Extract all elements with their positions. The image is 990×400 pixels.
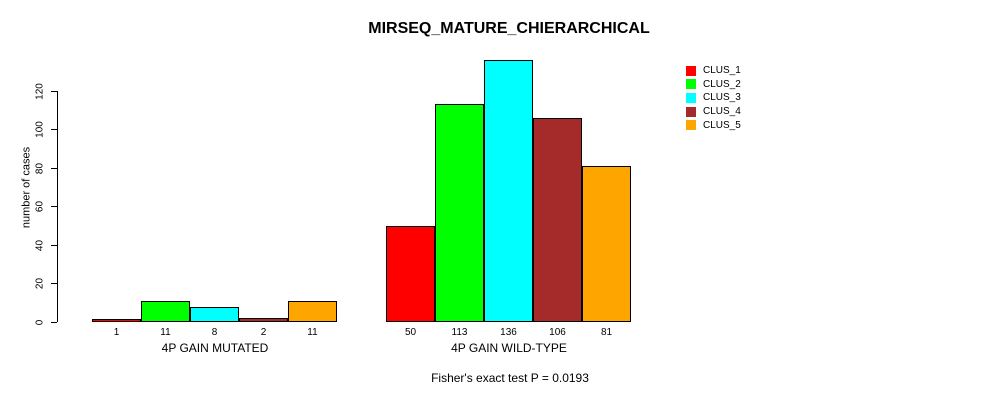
y-axis-tick-label: 60: [34, 200, 46, 213]
x-group-label-wild-type: 4P GAIN WILD-TYPE: [451, 341, 567, 355]
legend-label-clus_5: CLUS_5: [703, 119, 741, 131]
bar-value-label: 113: [451, 327, 468, 338]
legend-label-clus_2: CLUS_2: [703, 78, 741, 90]
legend-swatch-clus_3: [686, 92, 696, 103]
y-axis-line: [57, 91, 58, 322]
bar-clus_1-mutated: [92, 319, 141, 322]
y-axis-tick-label: 80: [34, 162, 46, 174]
y-axis-tick: [51, 129, 57, 130]
bar-clus_2-mutated: [141, 301, 190, 322]
legend-swatch-clus_2: [686, 79, 696, 90]
bar-value-label: 11: [307, 327, 318, 338]
legend-label-clus_4: CLUS_4: [703, 106, 741, 118]
bar-value-label: 81: [600, 327, 613, 338]
chart-title: MIRSEQ_MATURE_CHIERARCHICAL: [368, 20, 650, 37]
bar-clus_2-wild-type: [435, 104, 484, 322]
y-axis-tick: [51, 167, 57, 169]
legend-item-clus_3: CLUS_3: [686, 92, 741, 103]
y-axis-tick: [51, 244, 57, 246]
bar-value-label: 50: [404, 327, 417, 338]
legend-swatch-clus_5: [686, 120, 696, 131]
y-axis-tick: [51, 90, 57, 92]
bar-value-label: 2: [260, 327, 267, 338]
y-axis-tick-label: 100: [34, 121, 46, 138]
legend-swatch-clus_1: [686, 65, 696, 76]
bar-clus_3-wild-type: [484, 60, 533, 322]
bar-value-label: 8: [211, 327, 218, 338]
bar-value-label: 136: [500, 327, 517, 338]
bar-clus_1-wild-type: [386, 226, 435, 322]
y-axis-label: number of cases: [20, 146, 33, 229]
bar-value-label: 1: [113, 327, 120, 338]
y-axis-tick-label: 20: [34, 277, 46, 290]
bar-clus_5-wild-type: [582, 166, 631, 322]
bar-value-label: 11: [160, 327, 171, 338]
bar-clus_3-mutated: [190, 307, 239, 322]
y-axis-tick: [51, 283, 57, 284]
bar-clus_4-wild-type: [533, 118, 582, 322]
y-axis-tick-label: 0: [34, 319, 46, 325]
legend-item-clus_2: CLUS_2: [686, 79, 741, 90]
legend-swatch-clus_4: [686, 106, 696, 117]
x-group-label-mutated: 4P GAIN MUTATED: [161, 341, 269, 355]
y-axis-tick: [51, 206, 57, 207]
legend-item-clus_1: CLUS_1: [686, 65, 741, 76]
y-axis-tick: [51, 321, 57, 323]
y-axis-tick-label: 40: [34, 239, 46, 251]
legend-label-clus_1: CLUS_1: [703, 65, 741, 76]
legend: CLUS_1 CLUS_2 CLUS_3 CLUS_4 CLUS_5: [686, 65, 806, 140]
legend-item-clus_5: CLUS_5: [686, 120, 741, 131]
legend-item-clus_4: CLUS_4: [686, 106, 741, 117]
bar-clus_4-mutated: [239, 318, 288, 322]
bar-clus_5-mutated: [288, 301, 337, 322]
y-axis-tick-label: 120: [34, 82, 46, 100]
annotation-fisher-test: Fisher's exact test P = 0.0193: [431, 371, 589, 385]
bar-value-label: 106: [549, 327, 566, 338]
legend-label-clus_3: CLUS_3: [703, 92, 741, 104]
